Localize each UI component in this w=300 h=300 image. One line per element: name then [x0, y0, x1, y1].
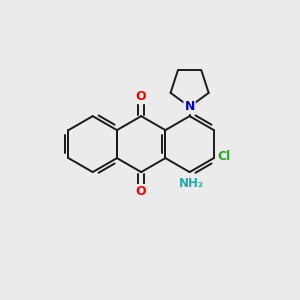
Text: N: N: [184, 100, 195, 113]
Text: NH₂: NH₂: [178, 177, 204, 190]
Text: O: O: [136, 90, 146, 103]
Text: Cl: Cl: [218, 150, 231, 163]
Text: O: O: [136, 185, 146, 198]
